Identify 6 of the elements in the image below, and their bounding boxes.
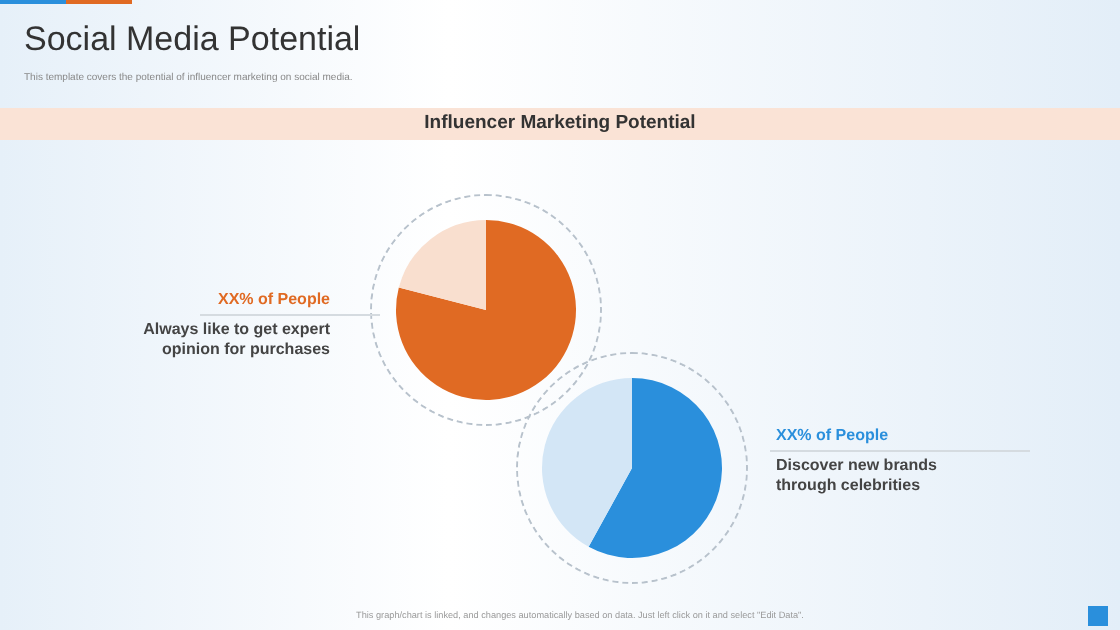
text: XX% of People — [776, 426, 891, 444]
text: Always like to get expert opinion for purchases — [141, 320, 330, 360]
text: Influencer Marketing Potential — [0, 108, 1120, 140]
text: XX% of People — [215, 290, 330, 308]
chart-title: Social Media Potential — [24, 20, 361, 60]
text: Discover new brands through celebrities — [776, 456, 939, 496]
